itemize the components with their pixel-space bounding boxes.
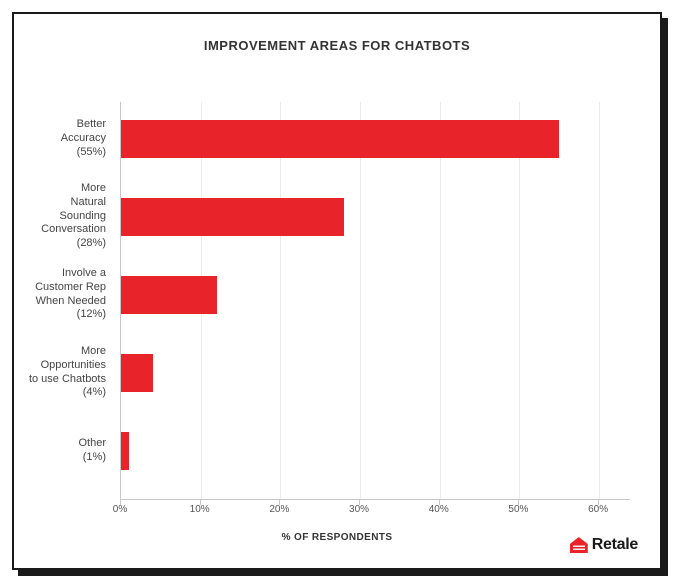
brand-name: Retale	[592, 536, 638, 554]
brand-badge: Retale	[570, 536, 638, 554]
bar	[121, 354, 153, 392]
gridline	[360, 102, 361, 499]
gridline	[599, 102, 600, 499]
ylabel: Involve a Customer Rep When Needed (12%)	[16, 267, 106, 322]
plot-area	[120, 102, 630, 500]
xtick-label: 30%	[349, 504, 369, 515]
chart-card: IMPROVEMENT AREAS FOR CHATBOTS % OF RESP…	[12, 12, 662, 570]
bar	[121, 120, 559, 158]
ylabel: Better Accuracy (55%)	[16, 118, 106, 159]
bar	[121, 432, 129, 470]
xtick-label: 0%	[113, 504, 127, 515]
gridline	[519, 102, 520, 499]
ylabel: Other (1%)	[16, 437, 106, 465]
bar	[121, 198, 344, 236]
xtick-label: 60%	[588, 504, 608, 515]
ylabel: More Natural Sounding Conversation (28%)	[16, 182, 106, 251]
xtick-label: 50%	[508, 504, 528, 515]
x-axis-label: % OF RESPONDENTS	[14, 532, 660, 543]
xtick-label: 40%	[429, 504, 449, 515]
bar	[121, 276, 217, 314]
xtick-label: 10%	[190, 504, 210, 515]
gridline	[280, 102, 281, 499]
chart-title: IMPROVEMENT AREAS FOR CHATBOTS	[14, 14, 660, 61]
ylabel: More Opportunities to use Chatbots (4%)	[16, 345, 106, 400]
retale-logo-icon	[570, 537, 588, 553]
gridline	[440, 102, 441, 499]
xtick-label: 20%	[269, 504, 289, 515]
